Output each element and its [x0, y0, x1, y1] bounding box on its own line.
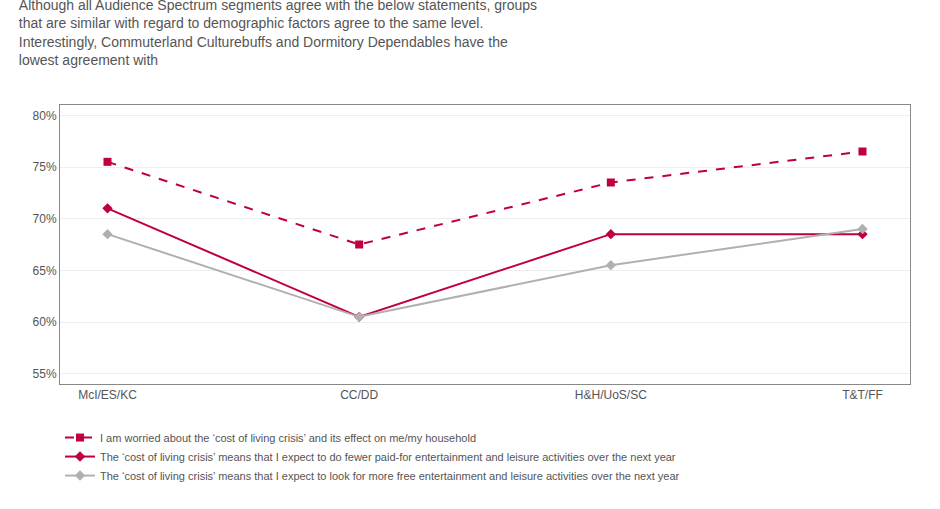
svg-text:T&T/FF: T&T/FF [842, 388, 883, 402]
svg-text:70%: 70% [33, 212, 57, 226]
svg-text:I am worried about the ‘cost o: I am worried about the ‘cost of living c… [100, 432, 476, 444]
svg-text:60%: 60% [33, 315, 57, 329]
svg-text:The ‘cost of living crisis’ me: The ‘cost of living crisis’ means that I… [100, 451, 676, 463]
svg-text:Although all Audience Spectrum: Although all Audience Spectrum segments … [19, 0, 537, 68]
svg-text:CC/DD: CC/DD [340, 388, 378, 402]
svg-text:80%: 80% [33, 109, 57, 123]
svg-text:McI/ES/KC: McI/ES/KC [78, 388, 137, 402]
svg-text:H&H/UoS/SC: H&H/UoS/SC [575, 388, 647, 402]
svg-text:75%: 75% [33, 160, 57, 174]
svg-text:55%: 55% [33, 367, 57, 381]
svg-text:65%: 65% [33, 264, 57, 278]
svg-text:The ‘cost of living crisis’ me: The ‘cost of living crisis’ means that I… [100, 470, 680, 482]
